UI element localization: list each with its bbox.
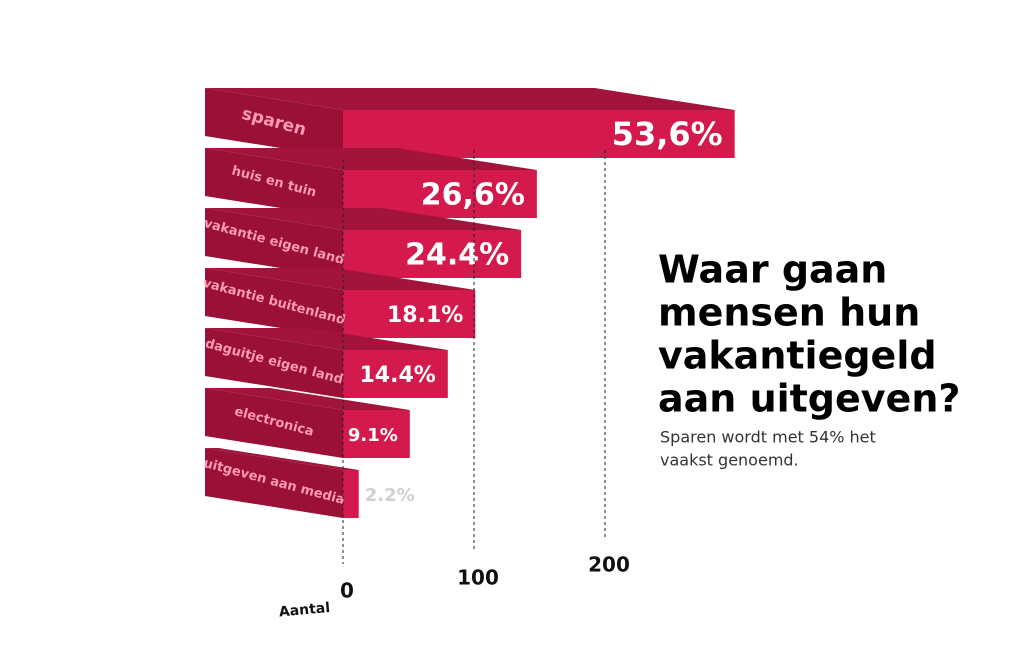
bar-top [205,448,359,470]
chart-title: vakantiegeld [658,334,937,378]
bar [343,230,522,278]
value-label: 9.1% [348,425,398,446]
value-label: 26,6% [421,178,525,213]
bar-top [205,268,476,290]
value-label: 18.1% [387,303,463,328]
bar-side [205,388,343,458]
x-tick-label: 0 [340,579,354,603]
bar-side [205,208,343,278]
bar-top [205,388,410,410]
bar-top [205,208,522,230]
bar-top [205,148,537,170]
value-label: 24.4% [405,238,509,273]
value-label: 14.4% [359,363,435,388]
x-tick-label: 200 [588,553,630,577]
bar-side [205,88,343,158]
bar [343,290,476,338]
value-label: 2.2% [365,485,415,506]
bar-side [205,148,343,218]
x-axis-label: Aantal [278,600,330,620]
bar-side [205,448,343,518]
x-tick-label: 100 [457,566,499,590]
bar-side [205,328,343,398]
bar [343,410,410,458]
chart-title: mensen hun [658,291,920,335]
chart-title: Waar gaan [658,248,887,292]
bar [343,350,448,398]
chart-title: aan uitgeven? [658,377,960,421]
bar-top [205,88,735,110]
chart-subtitle: vaakst genoemd. [660,451,799,470]
bar-top [205,328,448,350]
bar [343,470,359,518]
value-label: 53,6% [612,115,723,153]
chart-subtitle: Sparen wordt met 54% het [660,428,876,447]
bar-side [205,268,343,338]
